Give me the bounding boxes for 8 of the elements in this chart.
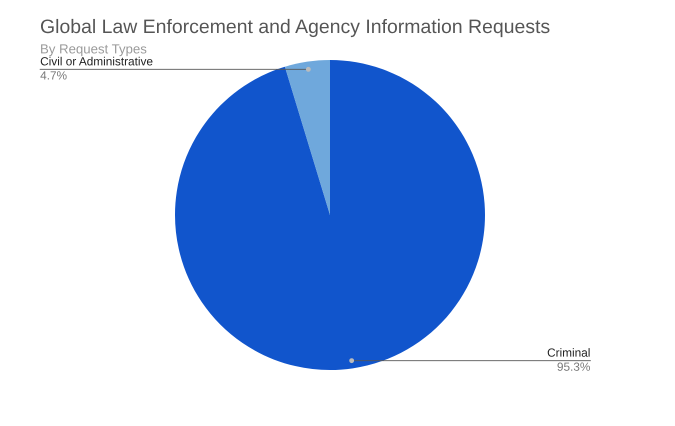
data-label: 95.3% — [557, 362, 590, 371]
pie-slice — [175, 60, 485, 370]
slice-label: Criminal — [548, 348, 590, 357]
chart-title: Global Law Enforcement and Agency Information Requests — [40, 18, 550, 38]
chart-subtitle: By Request Types — [41, 44, 146, 56]
pie-slice — [284, 60, 330, 215]
slice-label: Civil or Administrative — [40, 56, 152, 66]
data-label: 4.7% — [40, 71, 67, 80]
